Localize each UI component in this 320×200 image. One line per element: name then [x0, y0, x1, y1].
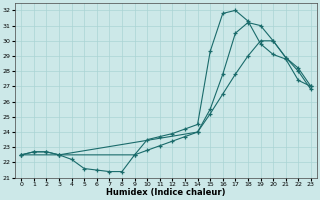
X-axis label: Humidex (Indice chaleur): Humidex (Indice chaleur) [106, 188, 226, 197]
